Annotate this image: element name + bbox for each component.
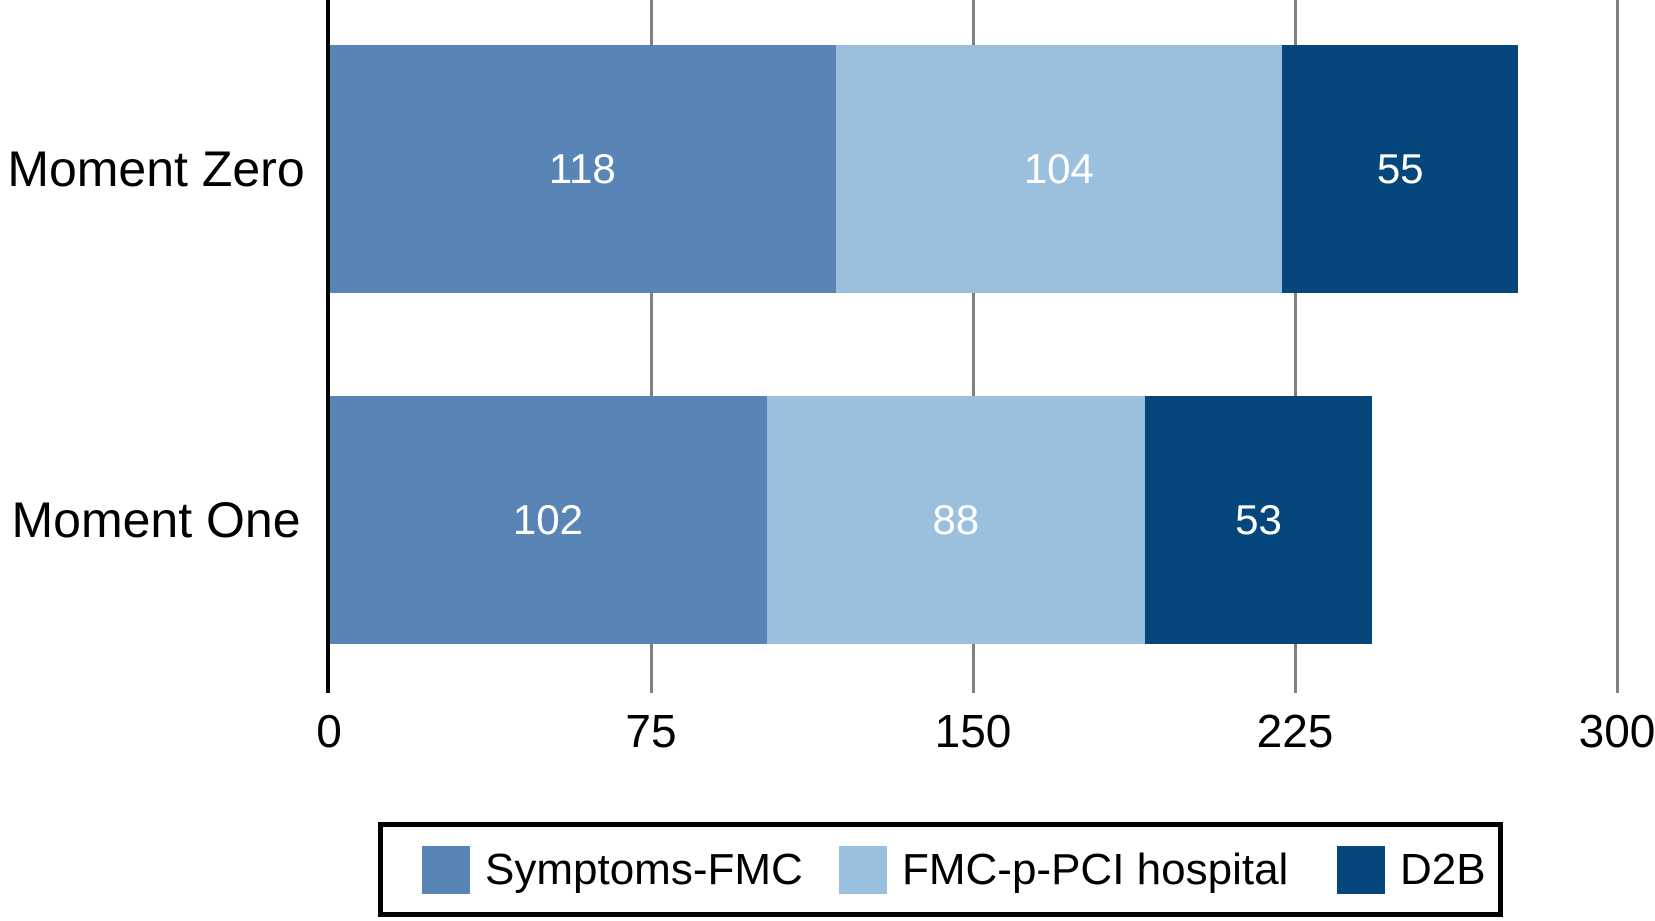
bar-segment: 104 — [835, 45, 1283, 293]
legend-label: D2B — [1400, 844, 1486, 894]
gridline-150 — [971, 0, 975, 693]
bar-segment: 118 — [329, 45, 836, 293]
y-axis-line — [326, 0, 330, 693]
legend-item: Symptoms-FMC — [422, 827, 803, 912]
value-label: 55 — [1376, 145, 1424, 192]
x-tick-label: 300 — [1578, 705, 1655, 757]
bar-segment: 55 — [1282, 45, 1519, 293]
x-tick-label: 225 — [1256, 705, 1334, 757]
legend-item: D2B — [1337, 827, 1486, 912]
bar-segment: 102 — [329, 396, 767, 644]
value-label: 53 — [1235, 496, 1282, 543]
legend-swatch-icon — [422, 845, 470, 894]
category-label: Moment Zero — [7, 141, 305, 197]
category-label: Moment One — [11, 492, 301, 548]
legend-label: FMC-p-PCI hospital — [902, 844, 1289, 894]
legend-label: Symptoms-FMC — [485, 844, 803, 894]
value-label: 88 — [932, 496, 980, 543]
x-tick-label: 0 — [316, 705, 342, 757]
bar-segment: 88 — [766, 396, 1145, 644]
chart-legend: Symptoms-FMC FMC-p-PCI hospital D2B — [378, 822, 1503, 917]
gridline-300 — [1615, 0, 1619, 693]
x-tick-label: 75 — [625, 705, 677, 757]
value-label: 102 — [512, 496, 583, 543]
legend-swatch-icon — [839, 845, 887, 894]
gridline-75 — [649, 0, 653, 693]
legend-item: FMC-p-PCI hospital — [839, 827, 1288, 912]
value-label: 104 — [1023, 145, 1094, 192]
legend-swatch-icon — [1337, 845, 1385, 894]
x-tick-label: 150 — [934, 705, 1012, 757]
gridline-225 — [1293, 0, 1297, 693]
value-label: 118 — [548, 145, 616, 192]
bar-segment: 53 — [1144, 396, 1373, 644]
